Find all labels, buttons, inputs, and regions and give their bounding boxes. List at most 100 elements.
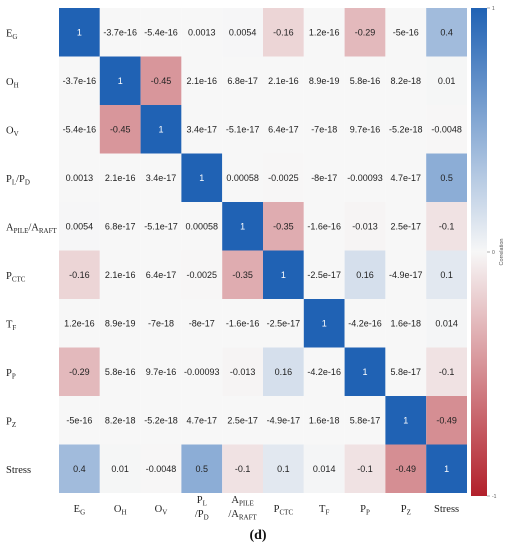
heatmap-cell [385, 250, 427, 299]
cell-value-label: 0.0013 [188, 27, 216, 37]
heatmap-cell [181, 444, 223, 493]
heatmap-cell [59, 299, 100, 348]
heatmap-cell [99, 105, 141, 154]
cell-value-label: -0.49 [436, 415, 457, 425]
row-label: TF [6, 319, 16, 332]
cell-value-label: -0.00093 [184, 367, 220, 377]
heatmap-cell [426, 347, 467, 396]
colorbar-tick-label: -1 [492, 494, 497, 500]
heatmap-cell [222, 153, 263, 202]
heatmap-cell [303, 250, 345, 299]
heatmap-cell [59, 8, 100, 57]
cell-value-label: -0.013 [230, 367, 256, 377]
heatmap-cell [181, 299, 223, 348]
cell-value-label: 0.01 [438, 76, 456, 86]
cell-value-label: 0.4 [73, 464, 86, 474]
column-label: PZ [401, 504, 411, 517]
heatmap-cell [263, 8, 304, 57]
heatmap-cell [59, 153, 100, 202]
heatmap-cell [140, 105, 182, 154]
heatmap-cell [222, 347, 263, 396]
cell-value-label: -0.49 [396, 464, 417, 474]
cell-value-label: -0.1 [235, 464, 251, 474]
cell-value-label: 0.0054 [229, 27, 257, 37]
heatmap-cell [426, 153, 467, 202]
cell-value-label: 0.01 [111, 464, 129, 474]
row-label: APILE/ARAFT [6, 222, 57, 235]
cell-value-label: 5.8e-16 [105, 367, 136, 377]
heatmap-cell [385, 56, 427, 105]
heatmap-cell [140, 444, 182, 493]
heatmap-cell [99, 8, 141, 57]
cell-value-label: 8.9e-19 [105, 318, 136, 328]
cell-value-label: -4.2e-16 [307, 367, 341, 377]
row-label: OV [6, 125, 19, 138]
cell-value-label: -7e-18 [311, 124, 337, 134]
cell-value-label: 1 [281, 270, 286, 280]
panel-label: (d) [249, 528, 267, 543]
heatmap-cell [263, 56, 304, 105]
cell-value-label: 0.16 [356, 270, 374, 280]
heatmap-cell [222, 105, 263, 154]
heatmap-cell [59, 250, 100, 299]
heatmap-cell [59, 105, 100, 154]
cell-value-label: -1.6e-16 [307, 221, 341, 231]
heatmap-cell [59, 396, 100, 445]
cell-value-label: -4.9e-17 [389, 270, 423, 280]
heatmap-cell [263, 105, 304, 154]
cell-value-label: 0.1 [277, 464, 290, 474]
cell-value-label: 4.7e-17 [187, 415, 218, 425]
cell-value-label: 0.16 [275, 367, 293, 377]
column-label: PCTC [274, 504, 294, 517]
heatmap-cell [99, 347, 141, 396]
colorbar-label: Correlation [499, 239, 505, 266]
heatmap-cell [344, 396, 386, 445]
heatmap-cell [222, 56, 263, 105]
cell-value-label: -0.0025 [268, 173, 299, 183]
heatmap-cell [222, 299, 263, 348]
row-label: PL/PD [6, 174, 30, 187]
cell-value-label: 5.8e-17 [391, 367, 422, 377]
heatmap-cell [385, 396, 427, 445]
cell-value-label: 1.2e-16 [309, 27, 340, 37]
heatmap-cell [140, 153, 182, 202]
row-label: Stress [6, 465, 31, 476]
cell-value-label: 1 [77, 27, 82, 37]
cell-value-label: 6.8e-17 [105, 221, 136, 231]
heatmap-cell [140, 250, 182, 299]
heatmap-cell [303, 153, 345, 202]
cell-value-label: 2.1e-16 [187, 76, 218, 86]
cell-value-label: 1.6e-18 [391, 318, 422, 328]
heatmap-cell [59, 347, 100, 396]
heatmap-cell [426, 444, 467, 493]
cell-value-label: 4.7e-17 [391, 173, 422, 183]
heatmap-cell [385, 299, 427, 348]
heatmap-cell [222, 444, 263, 493]
heatmap-cell [99, 299, 141, 348]
cell-value-label: 0.00058 [226, 173, 259, 183]
heatmap-cell [344, 56, 386, 105]
cell-value-label: -0.35 [273, 221, 294, 231]
heatmap-cell [140, 8, 182, 57]
heatmap-cell [181, 105, 223, 154]
row-label: PZ [6, 416, 16, 429]
heatmap-cell [181, 8, 223, 57]
heatmap-cell [222, 250, 263, 299]
heatmap-cell [140, 347, 182, 396]
cell-value-label: -0.0048 [146, 464, 177, 474]
cell-value-label: -5e-16 [66, 415, 92, 425]
cell-value-label: 9.7e-16 [350, 124, 381, 134]
cell-value-label: 5.8e-17 [350, 415, 381, 425]
column-label: EG [74, 504, 85, 517]
cell-value-label: 0.4 [440, 27, 453, 37]
cell-value-label: 1 [158, 124, 163, 134]
cell-value-label: 1 [362, 367, 367, 377]
heatmap-cell [59, 56, 100, 105]
heatmap-cell [426, 56, 467, 105]
cell-value-label: 2.1e-16 [105, 173, 136, 183]
heatmap-cell [303, 8, 345, 57]
cell-value-label: 1.2e-16 [64, 318, 95, 328]
cell-value-label: 0.0054 [66, 221, 94, 231]
heatmap-cell [263, 396, 304, 445]
